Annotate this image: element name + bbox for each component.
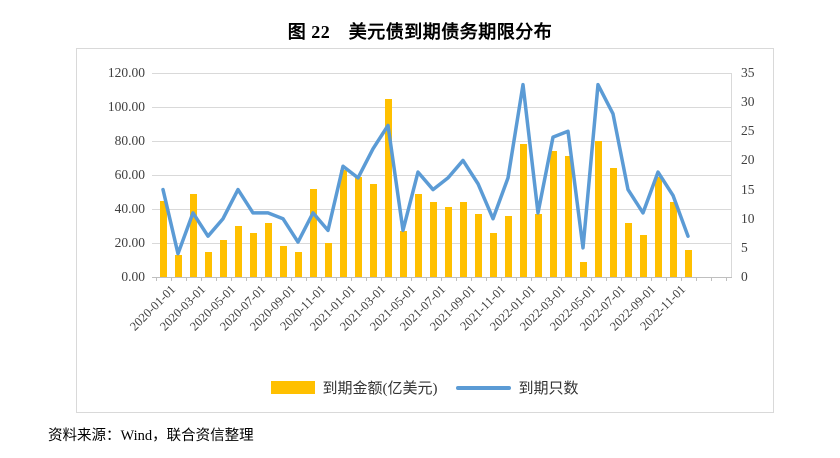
source-note: 资料来源：Wind，联合资信整理 xyxy=(48,428,254,444)
legend-label-amount: 到期金额(亿美元) xyxy=(322,381,438,397)
legend-bar-swatch xyxy=(271,381,316,394)
legend: 到期金额(亿美元) 到期只数 xyxy=(76,377,774,398)
chart-frame xyxy=(76,48,774,413)
figure-title: 图 22 美元债到期债务期限分布 xyxy=(287,22,553,42)
legend-label-count: 到期只数 xyxy=(518,381,579,397)
legend-line-swatch xyxy=(456,385,512,390)
